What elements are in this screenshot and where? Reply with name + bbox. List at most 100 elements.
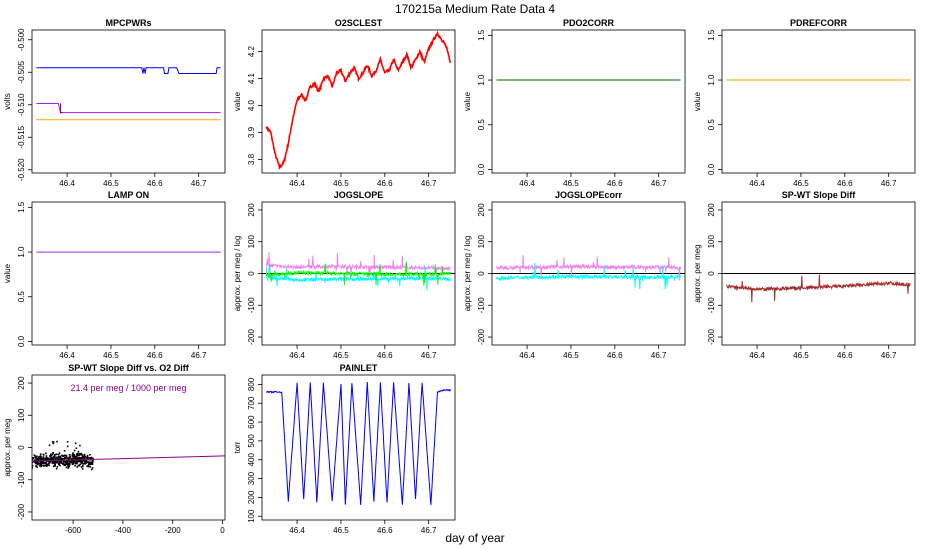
scatter-point [41, 461, 43, 464]
scatter-point [91, 459, 94, 462]
y-tick-label: 800 [247, 377, 256, 391]
scatter-point [54, 465, 56, 467]
scatter-point [54, 462, 56, 465]
y-tick-label: 400 [247, 453, 256, 467]
y-tick-label: -0.515 [17, 125, 26, 148]
y-axis-label: value [233, 91, 242, 111]
y-tick-label: 3.9 [247, 126, 256, 138]
panel-mpcpwrs: MPCPWRs volts 46.4 46.5 46.6 46.7 -0.520 -0.515… [3, 18, 226, 188]
panel-frame [31, 29, 226, 174]
scatter-point-outlier [48, 460, 50, 462]
x-tick-label: 46.7 [651, 351, 667, 360]
scatter-point [88, 461, 91, 464]
y-tick-label: -0.510 [17, 93, 26, 116]
x-tick-label: 46.6 [147, 351, 163, 360]
x-tick-label: 46.5 [333, 179, 349, 188]
scatter-point [58, 452, 61, 454]
scatter-point [35, 455, 38, 458]
y-tick-label: 200 [247, 203, 256, 217]
scatter-point [44, 464, 47, 467]
scatter-point [37, 457, 40, 460]
y-tick-label: 0.0 [707, 163, 716, 175]
scatter-point [76, 453, 78, 455]
panel-title: JOGSLOPE [334, 190, 384, 200]
scatter-point-outlier [55, 453, 57, 456]
scatter-point-outlier [52, 460, 55, 463]
scatter-point [78, 464, 80, 467]
series-line-1 [726, 274, 911, 303]
scatter-point [71, 460, 73, 463]
x-axis-label: day of year [445, 531, 505, 545]
x-tick-label: 46.4 [749, 179, 765, 188]
scatter-point [64, 456, 66, 459]
plot-area [722, 273, 915, 303]
y-tick-label: 1.5 [477, 29, 486, 41]
plot-area [32, 440, 225, 471]
y-tick-label: 200 [707, 203, 716, 217]
scatter-point [77, 454, 80, 457]
scatter-point [81, 456, 84, 459]
y-tick-label: 4.2 [247, 45, 256, 57]
panel-pdrefcorr: PDREFCORR value 46.4 46.5 46.6 46.7 0.0 0.5 1.0 1… [693, 18, 916, 188]
scatter-point-outlier [77, 450, 80, 453]
scatter-point [77, 459, 80, 462]
y-tick-label: 0.5 [17, 291, 26, 303]
scatter-point [83, 460, 86, 462]
y-tick-label: 4.1 [247, 72, 256, 84]
scatter-point [91, 457, 94, 460]
scatter-point [74, 456, 77, 458]
scatter-point [81, 458, 83, 460]
y-tick-label: -200 [477, 329, 486, 346]
y-tick-label: -0.505 [17, 60, 26, 83]
panel-frame [491, 29, 686, 174]
scatter-point [48, 464, 51, 467]
series-line-1 [265, 381, 452, 505]
scatter-point [64, 454, 66, 457]
scatter-point [66, 464, 69, 466]
scatter-point [75, 455, 78, 458]
y-tick-label: 1.0 [477, 74, 486, 86]
scatter-point [42, 454, 45, 456]
x-tick-label: 46.6 [147, 179, 163, 188]
x-tick-label: 46.7 [191, 351, 207, 360]
scatter-point [65, 463, 67, 465]
scatter-point [51, 459, 54, 461]
scatter-point-outlier [73, 449, 76, 452]
scatter-point-outlier [60, 461, 62, 463]
scatter-point [55, 459, 57, 461]
x-tick-label: 46.4 [59, 351, 75, 360]
scatter-point [72, 452, 74, 454]
y-tick-label: 200 [477, 203, 486, 217]
scatter-point [38, 465, 41, 467]
scatter-point [91, 461, 93, 464]
series-line-1 [495, 255, 682, 281]
scatter-point [51, 453, 54, 456]
x-tick-label: 46.4 [749, 351, 765, 360]
panel-jogslope: JOGSLOPE approx. per meg / log 46.4 46.5 46.… [233, 190, 456, 360]
scatter-point [57, 453, 60, 456]
panel-title: SP-WT Slope Diff vs. O2 Diff [68, 363, 190, 373]
y-tick-label: 0 [477, 271, 486, 276]
scatter-point [83, 453, 86, 456]
scatter-point [35, 462, 38, 465]
panel-spwtvso2: SP-WT Slope Diff vs. O2 Diff approx. per … [3, 363, 226, 535]
scatter-point [34, 461, 36, 463]
series-line-3 [265, 261, 451, 286]
panel-title: JOGSLOPEcorr [555, 190, 623, 200]
scatter-point [78, 459, 80, 462]
y-tick-label: 3.8 [247, 153, 256, 165]
scatter-point [32, 457, 34, 460]
scatter-point [41, 459, 44, 462]
scatter-point-outlier [75, 447, 78, 450]
scatter-point [38, 457, 41, 460]
y-axis-label: approx. per meg [693, 244, 702, 302]
y-tick-label: 1.5 [707, 29, 716, 41]
scatter-point [35, 465, 37, 468]
panel-frame [261, 374, 456, 521]
scatter-point-outlier [68, 463, 70, 465]
plot-area [265, 381, 452, 505]
scatter-point [77, 457, 80, 460]
scatter-point [76, 466, 79, 468]
y-axis-label: value [693, 91, 702, 111]
x-tick-label: 46.4 [59, 179, 75, 188]
